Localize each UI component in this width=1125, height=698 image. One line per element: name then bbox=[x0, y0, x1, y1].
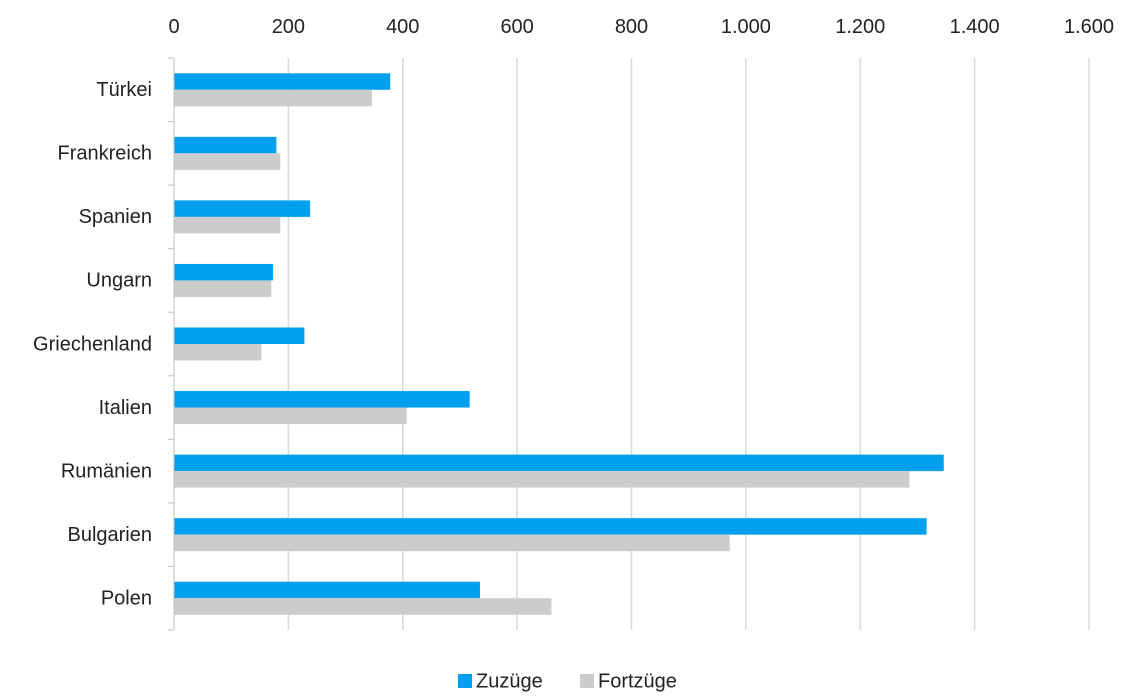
x-tick-label: 400 bbox=[386, 16, 419, 38]
legend-label: Zuzüge bbox=[476, 670, 543, 692]
legend-swatch bbox=[580, 674, 594, 688]
bar-fortzuege bbox=[174, 216, 281, 234]
bar-fortzuege bbox=[174, 344, 262, 361]
bars bbox=[174, 73, 944, 615]
y-tick-label: Polen bbox=[101, 588, 152, 610]
x-tick-label: 200 bbox=[272, 16, 305, 38]
x-tick-label: 0 bbox=[168, 16, 179, 38]
legend-label: Fortzüge bbox=[598, 670, 677, 692]
x-tick-label: 1.400 bbox=[950, 16, 1000, 38]
legend: Zuzüge Fortzüge bbox=[458, 670, 677, 692]
bar-fortzuege bbox=[174, 534, 730, 552]
y-tick-labels: Türkei Frankreich Spanien Ungarn Griechenlan… bbox=[33, 79, 152, 609]
x-tick-label: 600 bbox=[500, 16, 533, 38]
bar-zuzuege bbox=[174, 263, 273, 281]
y-tick-label: Ungarn bbox=[86, 270, 152, 292]
bar-zuzuege bbox=[174, 73, 391, 90]
y-tick-label: Frankreich bbox=[58, 143, 152, 165]
y-tick-label: Rumänien bbox=[61, 460, 152, 482]
y-tick-label: Italien bbox=[99, 397, 152, 419]
bar-zuzuege bbox=[174, 518, 927, 535]
bar-fortzuege bbox=[174, 471, 910, 488]
bar-fortzuege bbox=[174, 153, 281, 170]
y-tick-label: Griechenland bbox=[33, 333, 152, 355]
x-tick-label: 1.600 bbox=[1064, 16, 1114, 38]
bar-zuzuege bbox=[174, 136, 277, 154]
bar-fortzuege bbox=[174, 89, 372, 107]
x-tick-labels: 0 200 400 600 800 1.000 1.200 1.400 1.600 bbox=[168, 16, 1114, 38]
bar-zuzuege bbox=[174, 391, 470, 408]
x-tick-label: 1.000 bbox=[721, 16, 771, 38]
x-tick-label: 1.200 bbox=[835, 16, 885, 38]
y-tick-label: Türkei bbox=[96, 79, 152, 101]
bar-fortzuege bbox=[174, 598, 552, 615]
y-tick-label: Spanien bbox=[79, 206, 152, 228]
gridlines bbox=[168, 57, 1090, 631]
bar-fortzuege bbox=[174, 407, 407, 425]
bar-zuzuege bbox=[174, 454, 944, 472]
legend-swatch bbox=[458, 674, 472, 688]
bar-zuzuege bbox=[174, 327, 305, 344]
bar-zuzuege bbox=[174, 200, 311, 217]
bar-zuzuege bbox=[174, 581, 480, 599]
bar-fortzuege bbox=[174, 280, 272, 297]
x-tick-label: 800 bbox=[615, 16, 648, 38]
y-tick-label: Bulgarien bbox=[67, 524, 152, 546]
